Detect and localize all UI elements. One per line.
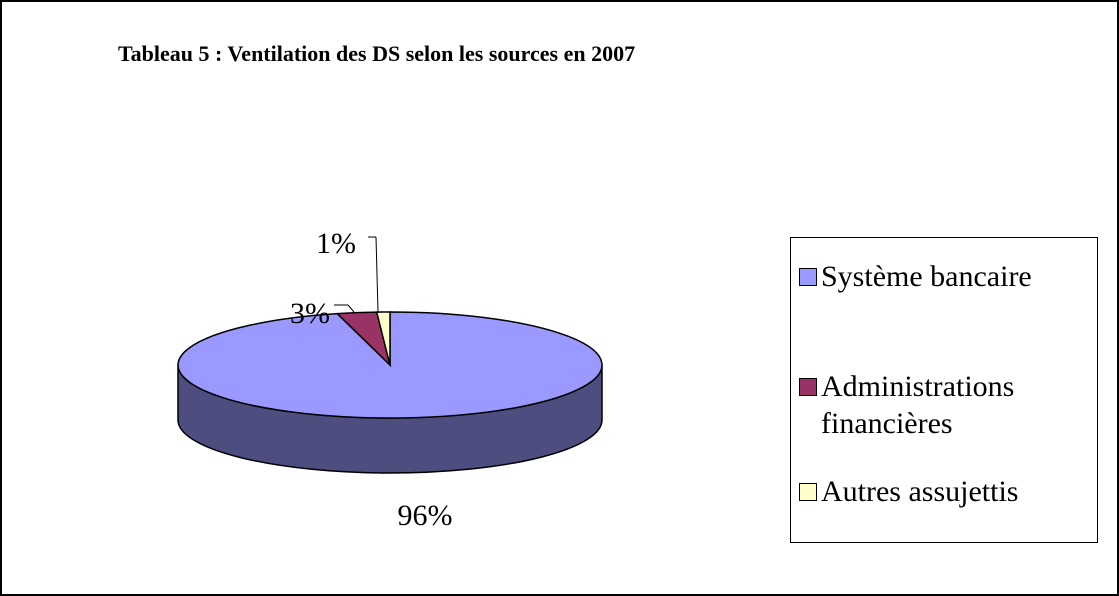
chart-title: Tableau 5 : Ventilation des DS selon les… <box>118 41 635 66</box>
legend-entry: Administrations financières <box>799 368 1081 442</box>
leader-line <box>375 236 379 313</box>
legend: Système bancaire Administrations financiè… <box>790 237 1098 543</box>
legend-entry: Système bancaire <box>799 258 1081 295</box>
legend-swatch <box>799 483 817 501</box>
legend-label: Autres assujettis <box>821 475 1019 508</box>
legend-label: Système bancaire <box>821 260 1032 293</box>
data-label: 3% <box>290 297 330 330</box>
pie-slice <box>375 311 391 366</box>
legend-label: Administrations financières <box>821 370 1015 440</box>
data-label: 96% <box>398 499 453 532</box>
legend-entry: Autres assujettis <box>799 473 1081 510</box>
legend-swatch <box>799 378 817 396</box>
data-label: 1% <box>316 227 356 260</box>
legend-swatch <box>799 268 817 286</box>
leader-line <box>347 304 355 313</box>
